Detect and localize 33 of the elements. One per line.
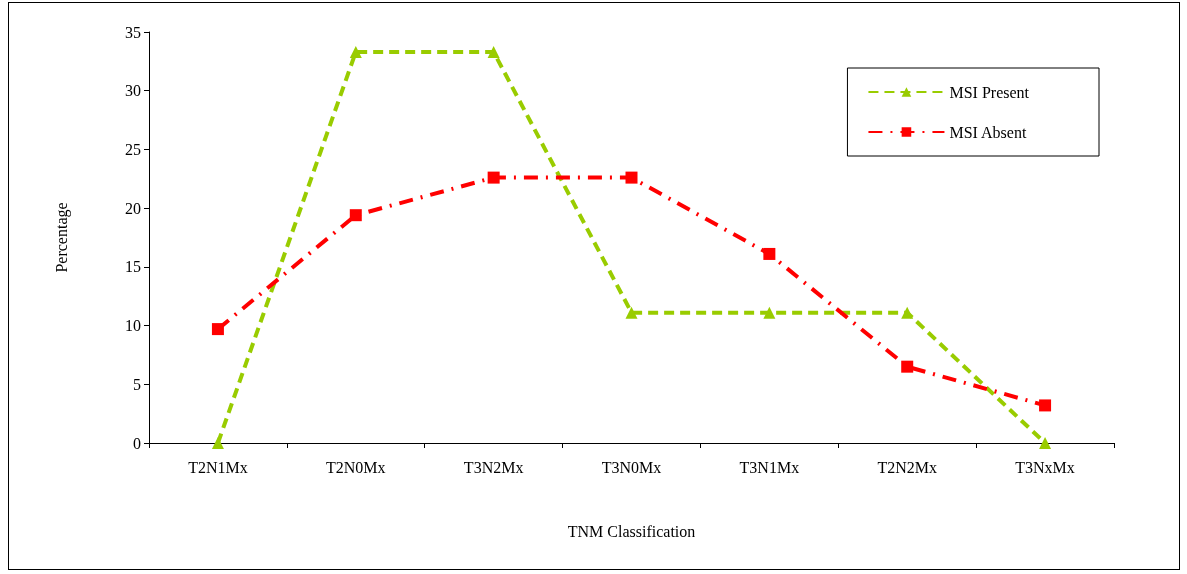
- point: [1039, 399, 1052, 412]
- point: [349, 45, 362, 58]
- y-tick-label: 15: [125, 258, 141, 276]
- point: [625, 171, 638, 184]
- point: [763, 247, 776, 260]
- point: [487, 171, 500, 184]
- y-tick-label: 20: [125, 199, 141, 217]
- point: [211, 437, 224, 449]
- y-tick-label: 25: [125, 140, 141, 158]
- x-tick-label: T2N1Mx: [188, 458, 248, 476]
- point: [763, 306, 776, 319]
- y-tick-label: 30: [125, 82, 141, 100]
- y-axis-title: Percentage: [52, 202, 71, 273]
- point: [1039, 437, 1052, 449]
- y-tick-label: 5: [133, 375, 141, 393]
- point: [487, 45, 500, 58]
- x-tick-label: T3N2Mx: [463, 458, 524, 476]
- x-tick-label: T2N2Mx: [877, 458, 937, 476]
- y-tick-label: 10: [125, 317, 141, 335]
- point: [901, 306, 914, 319]
- x-tick-label: T3N0Mx: [601, 458, 662, 476]
- point: [211, 323, 224, 336]
- y-tick-label: 0: [133, 434, 141, 452]
- point: [349, 209, 362, 222]
- legend-label: MSI Absent: [949, 123, 1027, 141]
- legend-label: MSI Present: [949, 83, 1030, 101]
- x-tick-label: T3NxMx: [1015, 458, 1075, 476]
- x-tick-label: T3N1Mx: [739, 458, 800, 476]
- point: [901, 360, 914, 373]
- point: [625, 306, 638, 319]
- x-tick-label: T2N0Mx: [326, 458, 386, 476]
- x-axis-title: TNM Classification: [567, 522, 696, 540]
- y-tick-label: 35: [125, 23, 141, 41]
